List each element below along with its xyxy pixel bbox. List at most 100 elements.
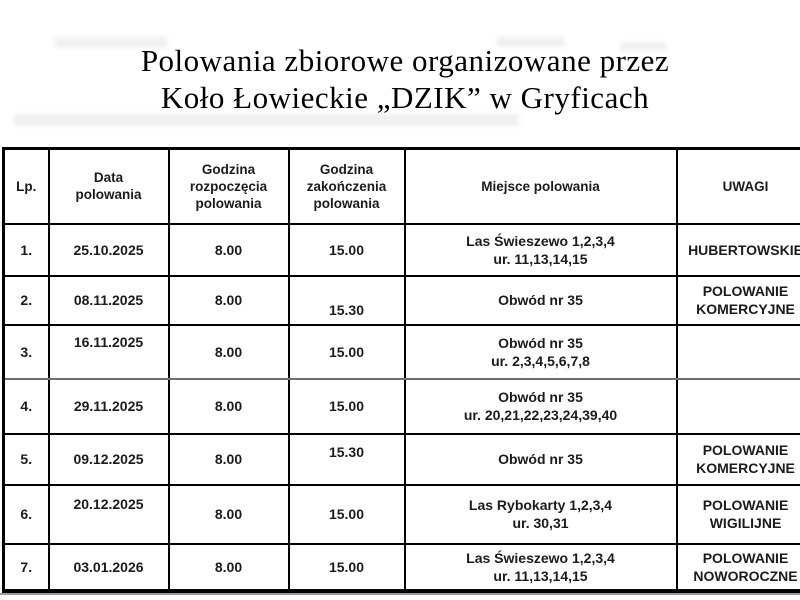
cell-remarks: POLOWANIE WIGILIJNE [675, 483, 800, 545]
table-row: 6. 20.12.2025 8.00 15.00 Las Rybokarty 1,2,3… [2, 483, 800, 545]
table-row: 5. 09.12.2025 8.00 15.30 Obwód nr 35 POLOWANI… [2, 432, 800, 486]
cell-end-text: 15.00 [328, 241, 365, 258]
table-row: 4. 29.11.2025 8.00 15.00 Obwód nr 35 ur. 20,… [2, 377, 800, 435]
faded-text-artifact [620, 42, 666, 51]
column-header-lp: Lp. [2, 147, 50, 225]
cell-end: 15.00 [287, 483, 406, 545]
header-row: Lp. Data polowania Godzina rozpoczęcia pol… [2, 147, 800, 225]
cell-date-text: 08.11.2025 [73, 292, 144, 308]
cell-date: 16.11.2025 [47, 323, 170, 380]
cell-remarks-text: POLOWANIE WIGILIJNE [702, 497, 789, 531]
cell-lp: 3. [2, 323, 50, 380]
cell-end: 15.30 [287, 432, 406, 486]
cell-start: 8.00 [167, 483, 290, 545]
column-header-start-label: Godzina rozpoczęcia polowania [189, 161, 268, 211]
faded-text-artifact [497, 37, 565, 47]
cell-date-text: 29.11.2025 [73, 398, 144, 414]
page-title-line-1: Polowania zbiorowe organizowane przez [140, 43, 670, 78]
bottom-rule [0, 593, 800, 595]
cell-start: 8.00 [167, 432, 290, 486]
cell-remarks [675, 323, 800, 380]
column-header-end-label: Godzina zakończenia polowania [306, 161, 387, 211]
table-container: Lp. Data polowania Godzina rozpoczęcia pol… [2, 147, 800, 593]
cell-end-text: 15.00 [328, 558, 365, 575]
cell-date: 03.01.2026 [47, 542, 170, 593]
cell-lp-text: 6. [20, 506, 33, 522]
cell-place: Las Świeszewo 1,2,3,4 ur. 11,13,14,15 [403, 222, 678, 277]
cell-place-text: Las Świeszewo 1,2,3,4 ur. 11,13,14,15 [466, 549, 615, 584]
cell-date: 29.11.2025 [47, 377, 170, 435]
cell-place: Las Świeszewo 1,2,3,4 ur. 11,13,14,15 [403, 542, 678, 593]
cell-end-text: 15.30 [328, 444, 365, 460]
cell-place-text: Obwód nr 35 [498, 451, 583, 467]
hunting-schedule-table: Lp. Data polowania Godzina rozpoczęcia pol… [2, 147, 800, 593]
cell-remarks-text: POLOWANIE KOMERCYJNE [696, 442, 795, 476]
cell-date: 25.10.2025 [47, 222, 170, 277]
cell-start-text: 8.00 [214, 343, 243, 360]
cell-start: 8.00 [167, 377, 290, 435]
column-header-place: Miejsce polowania [403, 147, 678, 225]
cell-lp: 5. [2, 432, 50, 486]
page-title-line-2: Koło Łowieckie „DZIK” w Gryficach [160, 80, 650, 115]
cell-end: 15.00 [287, 542, 406, 593]
cell-place: Obwód nr 35 [403, 432, 678, 486]
cell-lp: 4. [2, 377, 50, 435]
cell-remarks [675, 377, 800, 435]
cell-date-text: 20.12.2025 [73, 496, 144, 512]
cell-start-text: 8.00 [214, 398, 243, 414]
cell-place: Obwód nr 35 ur. 20,21,22,23,24,39,40 [403, 377, 678, 435]
table-row: 1. 25.10.2025 8.00 15.00 Las Świeszewo 1,2,3… [2, 222, 800, 277]
column-header-remarks: UWAGI [675, 147, 800, 225]
cell-lp-text: 7. [20, 558, 33, 575]
cell-start: 8.00 [167, 274, 290, 326]
cell-start-text: 8.00 [214, 241, 243, 258]
cell-start-text: 8.00 [214, 451, 243, 467]
cell-lp: 7. [2, 542, 50, 593]
cell-date-text: 16.11.2025 [73, 333, 144, 350]
cell-lp-text: 1. [20, 241, 33, 258]
table-row: 3. 16.11.2025 8.00 15.00 Obwód nr 35 ur. 2,3… [2, 323, 800, 380]
cell-start-text: 8.00 [214, 506, 243, 522]
cell-date: 20.12.2025 [47, 483, 170, 545]
cell-start: 8.00 [167, 542, 290, 593]
cell-date-text: 09.12.2025 [73, 451, 144, 467]
cell-lp: 2. [2, 274, 50, 326]
column-header-date-label: Data polowania [75, 170, 142, 203]
cell-place-text: Obwód nr 35 [498, 292, 583, 308]
cell-remarks: HUBERTOWSKIE [675, 222, 800, 277]
cell-date-text: 25.10.2025 [73, 241, 144, 258]
cell-remarks-text: POLOWANIE KOMERCYJNE [696, 283, 795, 317]
cell-place: Las Rybokarty 1,2,3,4 ur. 30,31 [403, 483, 678, 545]
cell-end-text: 15.00 [328, 398, 365, 414]
cell-lp-text: 5. [20, 451, 33, 467]
cell-end: 15.00 [287, 323, 406, 380]
cell-remarks: POLOWANIE KOMERCYJNE [675, 274, 800, 326]
cell-end-text: 15.00 [328, 506, 365, 522]
column-header-end: Godzina zakończenia polowania [287, 147, 406, 225]
column-header-lp-label: Lp. [16, 178, 37, 194]
cell-remarks-text: POLOWANIE NOWOROCZNE [693, 549, 798, 584]
cell-lp-text: 2. [20, 292, 33, 308]
cell-end: 15.30 [287, 274, 406, 326]
cell-start-text: 8.00 [214, 292, 243, 308]
cell-place: Obwód nr 35 ur. 2,3,4,5,6,7,8 [403, 323, 678, 380]
faded-text-artifact [14, 114, 519, 126]
cell-lp-text: 4. [20, 398, 33, 414]
cell-place-text: Las Rybokarty 1,2,3,4 ur. 30,31 [468, 497, 613, 531]
cell-start-text: 8.00 [214, 558, 243, 575]
cell-date-text: 03.01.2026 [73, 558, 144, 575]
cell-lp: 6. [2, 483, 50, 545]
page-title: Polowania zbiorowe organizowane przez Ko… [0, 42, 800, 116]
cell-lp: 1. [2, 222, 50, 277]
cell-date: 09.12.2025 [47, 432, 170, 486]
cell-place-text: Obwód nr 35 ur. 2,3,4,5,6,7,8 [491, 334, 590, 369]
faded-text-artifact [55, 37, 167, 48]
cell-place-text: Obwód nr 35 ur. 20,21,22,23,24,39,40 [463, 389, 618, 423]
cell-end-text: 15.00 [328, 343, 365, 360]
cell-place: Obwód nr 35 [403, 274, 678, 326]
cell-end: 15.00 [287, 377, 406, 435]
cell-remarks: POLOWANIE NOWOROCZNE [675, 542, 800, 593]
column-header-place-label: Miejsce polowania [481, 178, 600, 194]
cell-start: 8.00 [167, 222, 290, 277]
column-header-date: Data polowania [47, 147, 170, 225]
